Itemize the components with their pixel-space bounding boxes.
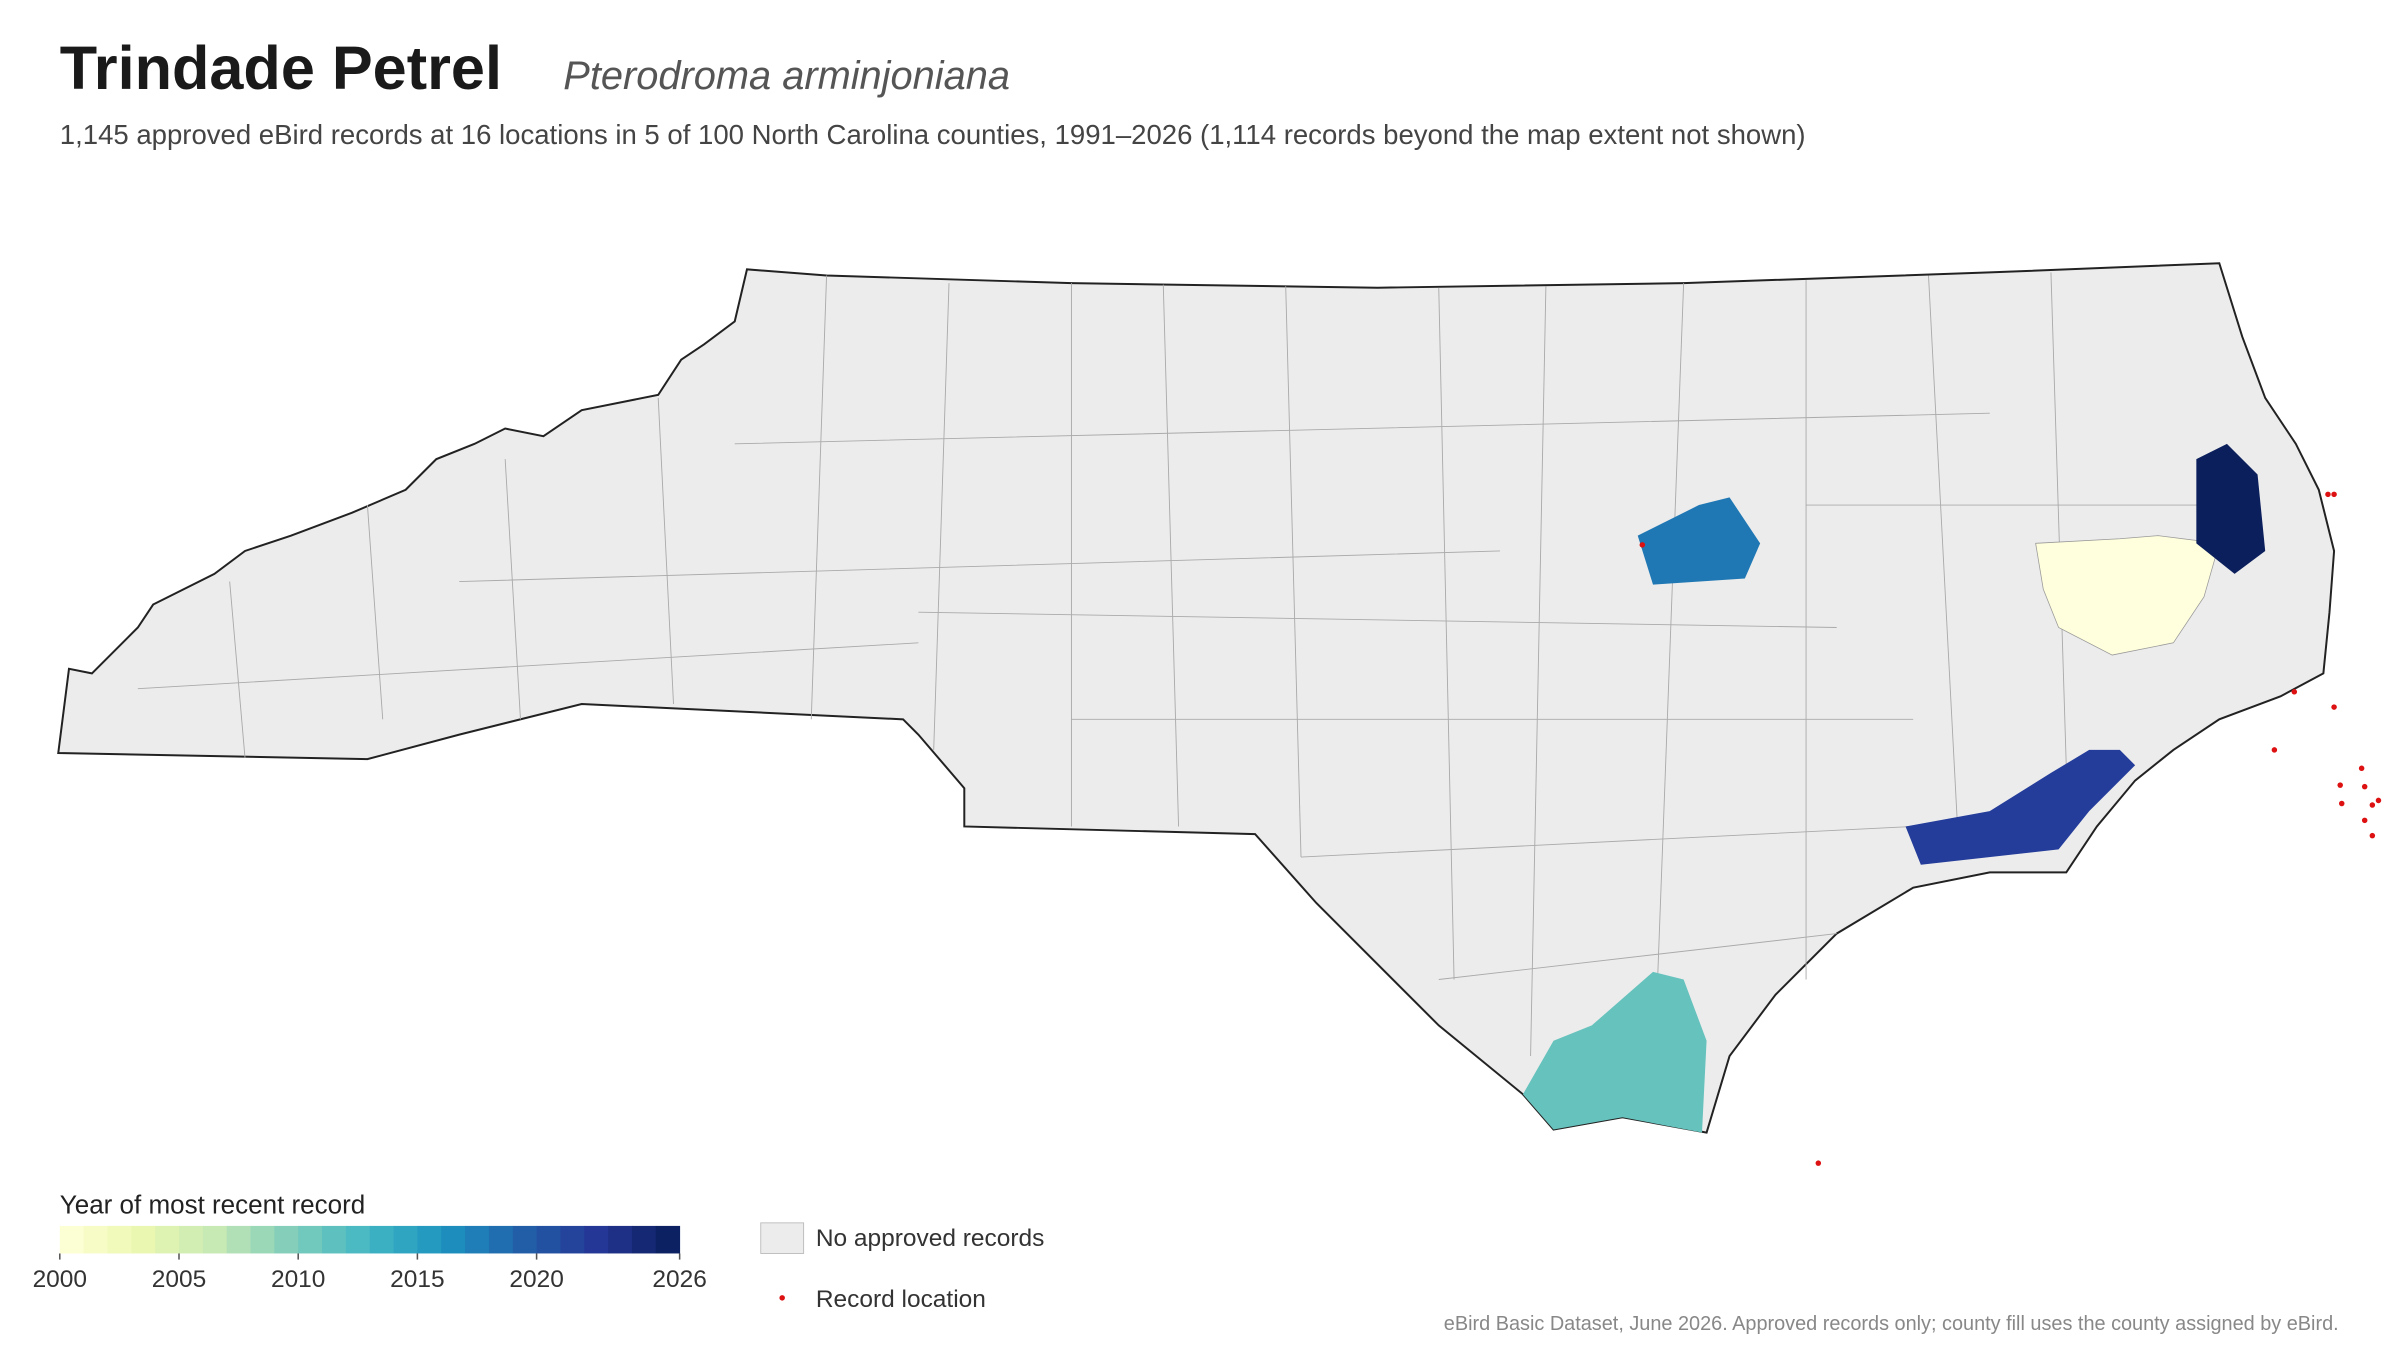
- colorbar-segment: [441, 1225, 466, 1254]
- colorbar-segment: [369, 1225, 395, 1254]
- colorbar-segment: [131, 1225, 156, 1254]
- colorbar-segment: [393, 1225, 418, 1254]
- colorbar-segment: [107, 1225, 132, 1254]
- colorbar-segment: [465, 1225, 490, 1254]
- county-fill: [2196, 443, 2266, 574]
- title: Trindade Petrel: [60, 34, 502, 102]
- colorbar-segment: [655, 1225, 681, 1254]
- county-fill: [1905, 749, 2136, 865]
- colorbar-segment: [417, 1225, 442, 1254]
- colorbar-segment: [560, 1225, 585, 1254]
- colorbar-tick-label: 2015: [390, 1266, 444, 1293]
- scientific-name: Pterodroma arminjoniana: [563, 54, 1010, 98]
- county-fill: [2035, 535, 2220, 656]
- subtitle: 1,145 approved eBird records at 16 locat…: [60, 119, 1806, 150]
- county-fill: [1637, 497, 1761, 585]
- colorbar-segment: [59, 1225, 85, 1254]
- legend-label: Record location: [816, 1286, 986, 1313]
- county-fill: [1522, 971, 1707, 1133]
- colorbar-segment: [345, 1225, 371, 1254]
- colorbar-tick-label: 2010: [271, 1266, 325, 1293]
- colorbar-segment: [631, 1225, 657, 1254]
- colorbar-segment: [274, 1225, 299, 1254]
- colorbar-segment: [298, 1225, 323, 1254]
- county-lines: [137, 272, 2220, 1102]
- colorbar-segment: [83, 1225, 108, 1254]
- colorbar-segment: [608, 1225, 633, 1254]
- footnote: eBird Basic Dataset, June 2026. Approved…: [1444, 1313, 2339, 1335]
- colorbar-segment: [488, 1225, 514, 1254]
- colorbar-tick-label: 2026: [652, 1266, 706, 1293]
- colorbar-segment: [536, 1225, 561, 1254]
- colorbar-segment: [155, 1225, 180, 1254]
- colorbar-tick-label: 2000: [33, 1266, 87, 1293]
- colorbar-segment: [178, 1225, 204, 1254]
- legend-swatch: [760, 1222, 805, 1254]
- colorbar-title: Year of most recent record: [60, 1190, 365, 1220]
- legend-label: No approved records: [816, 1225, 1045, 1252]
- colorbar-tick-label: 2005: [152, 1266, 206, 1293]
- colorbar-segment: [202, 1225, 228, 1254]
- colorbar-tick-label: 2020: [509, 1266, 563, 1293]
- colorbar: 2000 2005 2010 2015 2020 2026: [33, 1225, 707, 1293]
- colorbar-segment: [584, 1225, 609, 1254]
- record-points: [1639, 491, 2382, 1166]
- legend-dot: [779, 1295, 785, 1301]
- colorbar-segment: [322, 1225, 347, 1254]
- colorbar-segment: [226, 1225, 251, 1254]
- colorbar-segment: [512, 1225, 538, 1254]
- colorbar-segment: [250, 1225, 275, 1254]
- state-outline: [57, 262, 2336, 1134]
